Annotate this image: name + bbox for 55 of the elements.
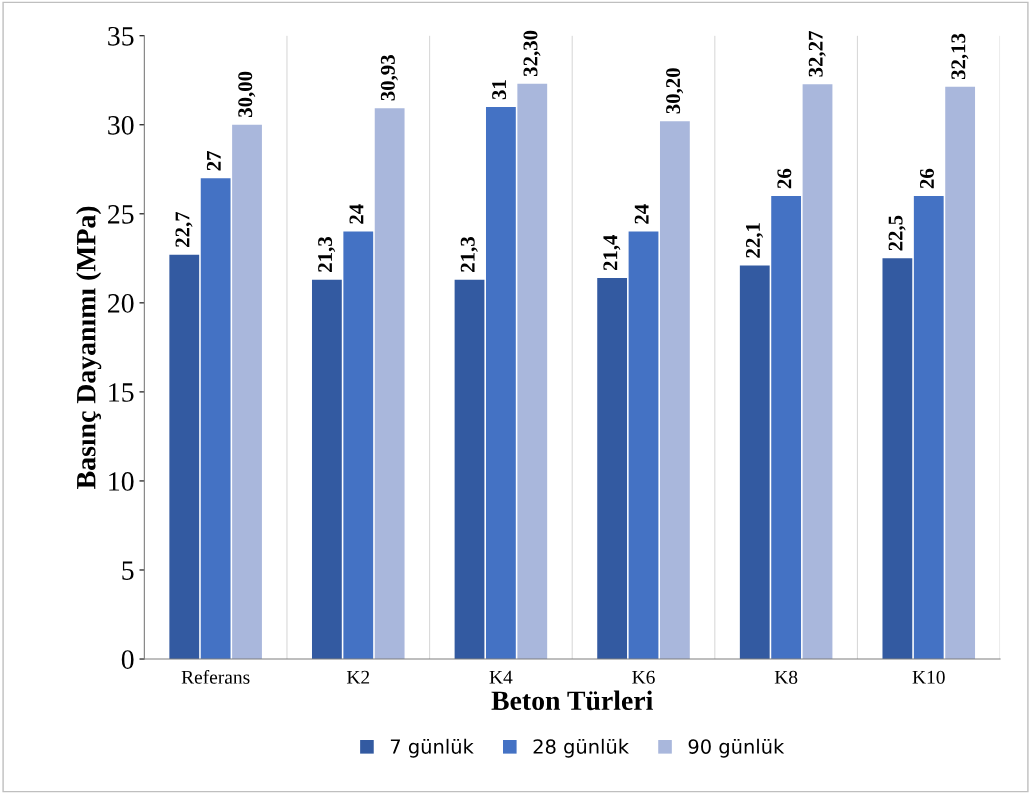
bar [771, 196, 802, 660]
bar [454, 279, 485, 660]
bar [517, 83, 548, 660]
y-tick-label: 20 [108, 294, 134, 313]
bar [802, 84, 833, 660]
x-tick-label: K2 [346, 670, 370, 684]
bar [311, 279, 342, 660]
bar [628, 231, 659, 660]
y-tick-label: 0 [121, 650, 134, 669]
x-tick-label: K10 [912, 670, 945, 684]
bar [343, 231, 374, 660]
y-tick-label: 5 [122, 561, 134, 580]
y-tick-label: 15 [109, 383, 134, 402]
x-axis-title: Beton Türleri [491, 690, 653, 711]
bar [169, 254, 200, 660]
y-tick-label: 30 [108, 115, 134, 135]
bar [882, 258, 913, 660]
bar [232, 124, 262, 660]
data-label: 32,30 [523, 30, 541, 77]
data-label: 31 [492, 80, 507, 100]
bar [597, 277, 628, 660]
data-label: 22,1 [745, 223, 763, 258]
data-label: 21,3 [318, 237, 336, 272]
x-tick-label: K4 [489, 670, 513, 684]
data-label: 27 [206, 150, 221, 171]
data-label: 21,3 [460, 237, 478, 272]
data-label: 30,00 [238, 71, 256, 118]
data-label: 26 [919, 168, 934, 189]
legend-label: 90 günlük [688, 738, 785, 758]
bar [945, 86, 976, 660]
x-tick-label: K8 [774, 670, 798, 684]
data-label: 22,5 [888, 215, 906, 251]
data-label: 30,93 [380, 55, 398, 101]
y-axis-title: Basınç Dayanımı (MPa) [76, 206, 102, 489]
bar [374, 108, 405, 660]
bar [739, 265, 770, 660]
y-tick-label: 25 [108, 205, 134, 224]
legend-label: 28 günlük [533, 738, 629, 758]
data-label: 32,13 [951, 33, 969, 80]
data-label: 26 [777, 168, 792, 189]
data-label: 24 [634, 204, 649, 224]
bar [485, 106, 516, 660]
x-tick-label: K6 [632, 670, 655, 684]
bar [659, 121, 690, 660]
legend-label: 7 günlük [390, 738, 474, 758]
data-label: 21,4 [603, 234, 621, 271]
bar [200, 178, 231, 660]
x-tick-label: Referans [181, 669, 250, 684]
data-label: 24 [349, 204, 364, 224]
data-label: 32,27 [808, 31, 826, 77]
y-tick-label: 10 [109, 472, 134, 491]
data-label: 22,7 [175, 211, 193, 247]
bar [913, 196, 944, 660]
data-label: 30,20 [666, 68, 684, 114]
y-tick-label: 35 [108, 26, 134, 46]
